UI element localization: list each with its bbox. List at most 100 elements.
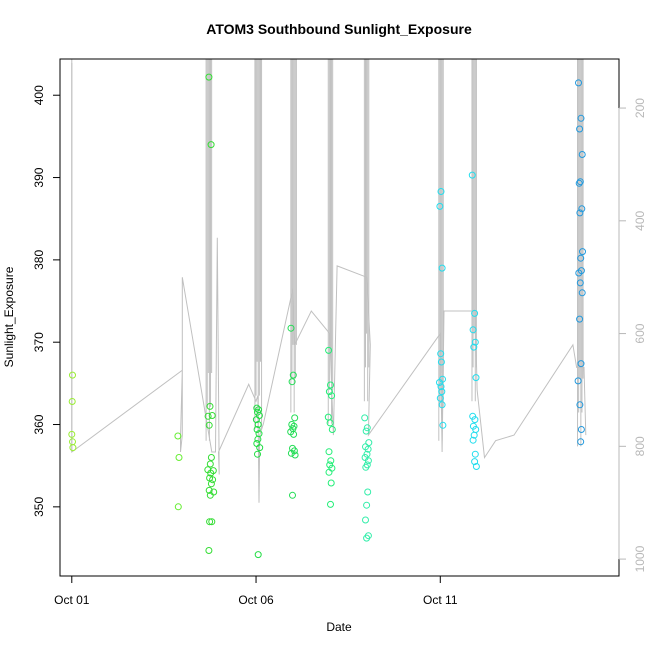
data-point (327, 500, 334, 508)
data-point (363, 501, 371, 509)
data-point (175, 454, 183, 461)
data-point (69, 438, 76, 446)
data-point (574, 377, 582, 385)
data-point (437, 383, 445, 391)
exposure-trace-line (71, 62, 587, 503)
data-point (578, 205, 586, 213)
data-point (205, 73, 213, 81)
x-axis-label: Date (326, 620, 352, 634)
data-point (469, 326, 477, 334)
data-point (207, 469, 215, 477)
data-point (471, 450, 479, 458)
data-point (575, 79, 582, 87)
data-point (325, 468, 333, 476)
data-point (287, 449, 295, 457)
x-axis: Oct 01 Oct 06 Oct 11 (54, 575, 458, 607)
data-point (327, 479, 335, 487)
data-point (438, 264, 446, 272)
y2-tick-label: 400 (633, 210, 647, 230)
data-point (174, 503, 182, 511)
data-point (579, 248, 586, 256)
data-point (207, 454, 215, 461)
chart-title: ATOM3 Southbound Sunlight_Exposure (206, 21, 472, 37)
data-point (363, 534, 371, 542)
data-point (69, 444, 77, 452)
data-point (471, 416, 479, 424)
y-axis-right: 200 400 600 800 1000 (618, 98, 647, 572)
data-point (291, 414, 299, 422)
data-point (208, 412, 216, 419)
data-point (253, 440, 261, 447)
data-point (362, 463, 370, 471)
data-point (365, 439, 373, 447)
data-point (326, 419, 334, 427)
data-point (252, 416, 260, 424)
data-point (328, 392, 336, 400)
y2-tick-label: 600 (633, 323, 647, 343)
y-tick-label: 380 (32, 250, 46, 270)
data-point (364, 445, 372, 453)
data-point (207, 480, 215, 488)
data-point (361, 414, 369, 422)
data-point (436, 394, 444, 402)
data-point (205, 547, 213, 554)
data-point (325, 388, 333, 396)
data-point (325, 346, 333, 354)
data-point (291, 451, 299, 459)
data-point (254, 450, 261, 458)
data-point (436, 202, 444, 210)
data-point (325, 448, 333, 456)
data-point (471, 338, 479, 346)
y-tick-label: 400 (32, 85, 46, 105)
data-point (470, 431, 478, 439)
y-tick-label: 390 (32, 167, 46, 187)
data-point (437, 188, 445, 195)
data-point (328, 426, 336, 433)
data-point (288, 378, 296, 386)
x-tick-label: Oct 01 (54, 593, 90, 607)
data-point (327, 457, 335, 465)
data-point (438, 388, 446, 396)
x-tick-label: Oct 11 (423, 593, 458, 607)
plot-frame (59, 58, 620, 577)
data-point (364, 457, 372, 465)
data-point (254, 551, 262, 559)
y-axis-label: Sunlight_Exposure (2, 266, 16, 367)
data-point (289, 371, 297, 379)
data-point (208, 518, 216, 526)
data-point (438, 401, 446, 409)
data-point (436, 379, 443, 386)
connector-line-layer (71, 62, 587, 503)
data-point (209, 476, 217, 484)
data-point (576, 125, 584, 133)
data-point (468, 171, 476, 179)
data-point (575, 269, 583, 277)
points-layer (68, 73, 586, 559)
data-point (205, 421, 213, 429)
data-point (363, 424, 371, 432)
y2-tick-label: 1000 (633, 545, 647, 572)
data-point (327, 381, 334, 389)
data-point (290, 430, 298, 438)
data-point (575, 179, 583, 187)
y-tick-label: 370 (32, 332, 46, 352)
data-point (577, 254, 585, 262)
data-point (206, 518, 214, 526)
y-axis: 350 360 370 380 390 400 (32, 85, 60, 517)
data-point (576, 279, 584, 287)
data-point (576, 209, 584, 217)
data-point (577, 360, 585, 368)
data-point (69, 371, 76, 379)
data-point (577, 438, 585, 446)
data-point (439, 421, 447, 429)
y2-tick-label: 200 (633, 98, 647, 118)
y-tick-label: 360 (32, 414, 46, 434)
data-point (577, 426, 585, 433)
data-point (578, 289, 586, 297)
data-point (289, 491, 296, 499)
data-point (206, 460, 214, 468)
data-point (577, 114, 585, 122)
data-point (174, 432, 182, 440)
data-point (469, 436, 477, 444)
